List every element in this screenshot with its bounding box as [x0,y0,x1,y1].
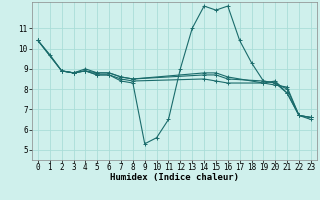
X-axis label: Humidex (Indice chaleur): Humidex (Indice chaleur) [110,173,239,182]
